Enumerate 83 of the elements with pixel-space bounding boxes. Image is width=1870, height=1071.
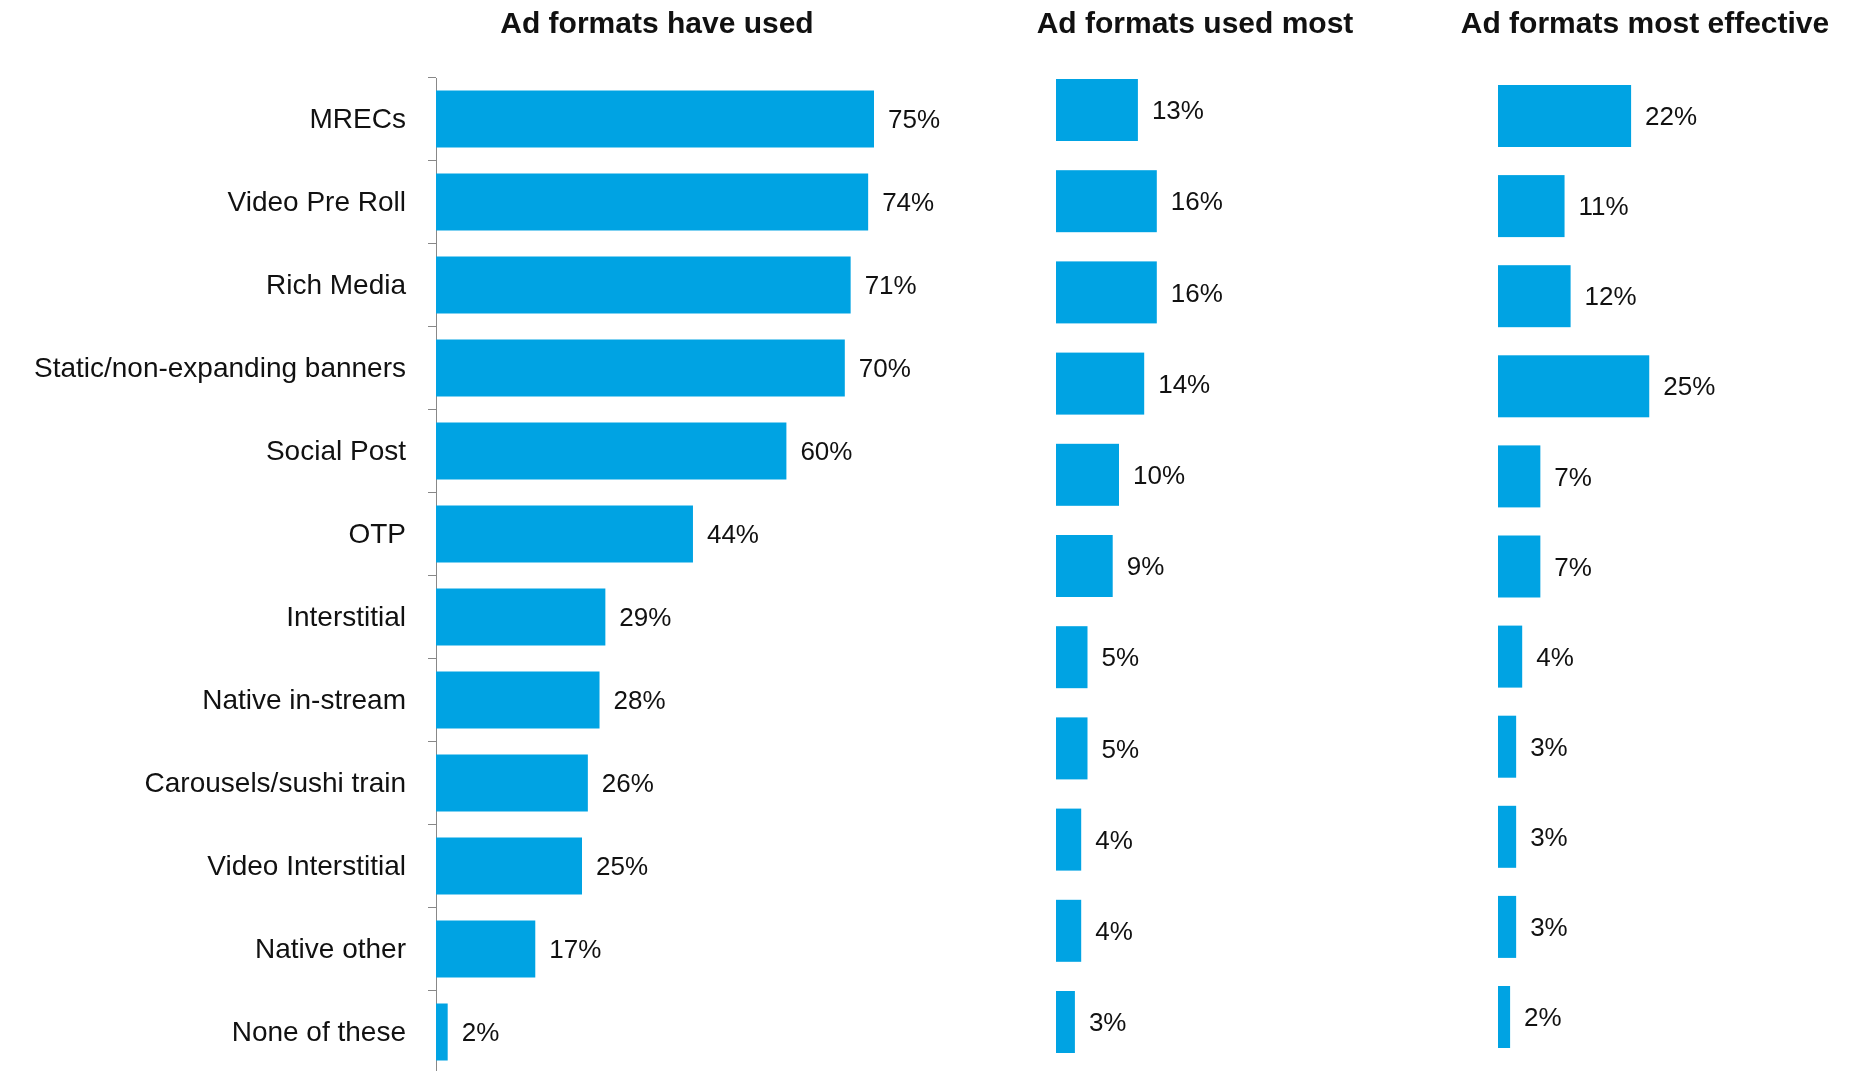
data-label: 70% — [858, 353, 911, 384]
bar — [1056, 443, 1119, 506]
bar — [1056, 991, 1075, 1053]
data-label: 17% — [549, 934, 602, 965]
bar — [436, 256, 851, 314]
data-label: 12% — [1584, 281, 1637, 312]
data-label: 14% — [1158, 368, 1211, 399]
y-tick-label: Static/non-expanding banners — [33, 351, 406, 383]
bar — [1498, 355, 1650, 418]
chart-title: Ad formats used most — [1036, 6, 1354, 39]
data-label: 71% — [864, 270, 917, 301]
data-label: 75% — [888, 104, 941, 135]
data-label: 29% — [619, 602, 672, 633]
data-label: 10% — [1133, 459, 1186, 490]
bar — [1056, 535, 1113, 597]
data-label: 4% — [1536, 641, 1574, 672]
bar — [1056, 79, 1138, 141]
bar — [1498, 895, 1517, 958]
bar — [1498, 535, 1541, 598]
y-tick-label: Interstitial — [286, 600, 406, 632]
data-label: 13% — [1151, 95, 1204, 126]
y-tick-label: Native other — [255, 932, 406, 964]
bar — [1498, 85, 1632, 147]
data-label: 28% — [613, 685, 666, 716]
data-label: 7% — [1554, 551, 1592, 582]
bar — [1056, 170, 1157, 233]
data-label: 22% — [1645, 101, 1698, 132]
data-label: 2% — [461, 1017, 500, 1048]
bar — [1498, 265, 1571, 328]
bar — [436, 422, 787, 480]
data-label: 16% — [1170, 186, 1223, 217]
y-tick-label: MRECs — [309, 102, 406, 134]
y-tick-label: OTP — [348, 517, 406, 549]
bar — [1498, 805, 1517, 868]
bar — [436, 505, 693, 563]
bar — [436, 920, 536, 978]
data-label: 5% — [1101, 642, 1140, 673]
bar — [1498, 625, 1523, 688]
bar — [1498, 445, 1541, 508]
bar — [1498, 715, 1517, 778]
bar — [436, 339, 845, 397]
bar — [436, 173, 869, 231]
bar — [1056, 352, 1145, 415]
bar — [436, 837, 582, 895]
bar — [1056, 899, 1082, 962]
data-label: 11% — [1578, 191, 1629, 222]
bar — [1056, 717, 1088, 780]
data-label: 3% — [1530, 912, 1568, 942]
data-label: 26% — [601, 768, 654, 799]
bar — [436, 671, 600, 729]
y-tick-label: Rich Media — [265, 268, 407, 300]
bar — [1056, 808, 1082, 871]
data-label: 2% — [1524, 1002, 1562, 1033]
data-label: 16% — [1170, 277, 1223, 308]
bar — [436, 588, 606, 646]
bar — [436, 1003, 448, 1061]
data-label: 74% — [882, 187, 935, 218]
data-label: 4% — [1095, 915, 1133, 946]
y-tick-label: Social Post — [265, 434, 407, 466]
bar — [1498, 986, 1511, 1048]
chart-title: Ad formats have used — [500, 6, 814, 39]
data-label: 5% — [1101, 733, 1140, 764]
y-tick-label: Video Interstitial — [207, 849, 406, 881]
data-label: 9% — [1126, 551, 1165, 582]
bar — [1498, 175, 1565, 238]
bar — [1056, 261, 1157, 324]
data-label: 3% — [1530, 821, 1568, 852]
chart-title: Ad formats most effective — [1460, 6, 1830, 39]
data-label: 44% — [706, 519, 760, 550]
bar — [436, 90, 874, 148]
bar — [1056, 626, 1088, 689]
data-label: 3% — [1088, 1007, 1127, 1038]
data-label: 3% — [1530, 731, 1568, 762]
y-tick-label: None of these — [231, 1015, 406, 1047]
data-label: 60% — [800, 436, 853, 467]
data-label: 7% — [1554, 461, 1592, 492]
y-tick-label: Native in-stream — [202, 683, 406, 715]
data-label: 4% — [1095, 824, 1133, 855]
y-tick-label: Carousels/sushi train — [144, 766, 406, 798]
data-label: 25% — [596, 851, 649, 882]
y-tick-label: Video Pre Roll — [227, 185, 406, 217]
data-label: 25% — [1663, 371, 1716, 402]
bar — [436, 754, 588, 812]
